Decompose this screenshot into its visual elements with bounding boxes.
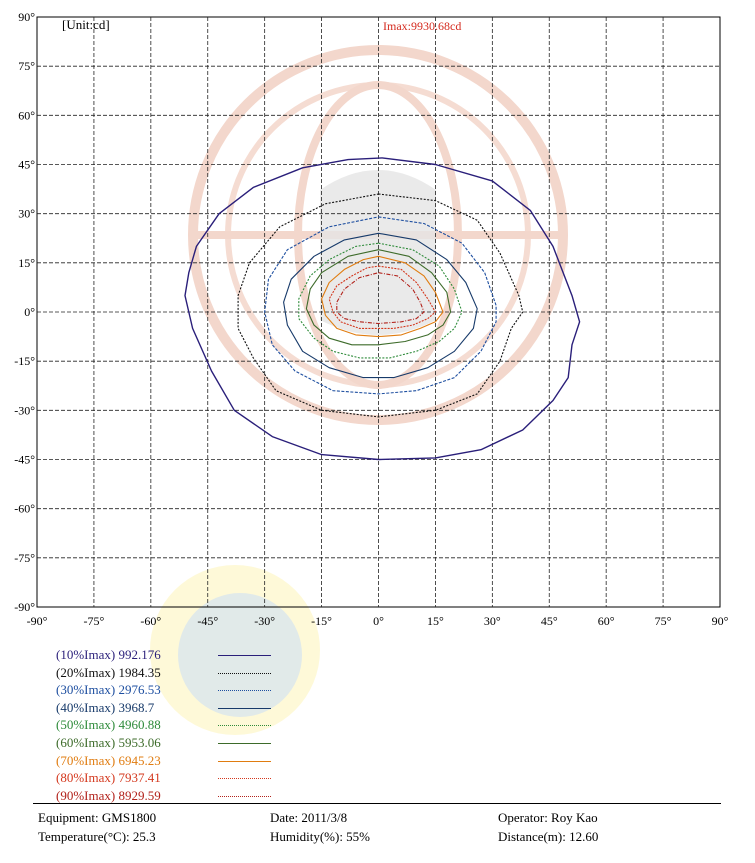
legend-entry: (70%Imax) 6945.23 [56, 753, 161, 769]
legend-level: (30%Imax) [56, 682, 116, 698]
legend-entry: (80%Imax) 7937.41 [56, 770, 161, 786]
y-tick-label: 60° [18, 108, 35, 122]
unit-label: [Unit:cd] [62, 17, 110, 32]
y-tick-label: 90° [18, 10, 35, 24]
equipment-label: Equipment: GMS1800 [38, 810, 157, 825]
chart-grid [36, 16, 721, 608]
legend-level: (80%Imax) [56, 770, 116, 786]
legend-value: 5953.06 [115, 735, 161, 750]
legend-value: 992.176 [115, 647, 161, 662]
legend-entry: (30%Imax) 2976.53 [56, 682, 161, 698]
imax-label: Imax:9930.68cd [383, 19, 462, 33]
contour-line [264, 216, 497, 395]
legend-value: 4960.88 [115, 717, 161, 733]
x-tick-label: 90° [712, 614, 729, 628]
contour-line [237, 193, 524, 418]
legend-swatch [218, 655, 271, 656]
y-tick-label: -15° [14, 354, 35, 368]
contour-line [305, 249, 452, 346]
legend-swatch [218, 725, 271, 727]
x-tick-label: 0° [373, 614, 384, 628]
humidity-label: Humidity(%): 55% [270, 829, 371, 844]
x-tick-label: 15° [427, 614, 444, 628]
x-tick-label: -30° [254, 614, 275, 628]
legend-swatch [218, 760, 271, 762]
legend-value: 6945.23 [115, 752, 161, 768]
x-tick-label: 60° [598, 614, 615, 628]
legend-entry: (10%Imax) 992.176 [56, 647, 161, 663]
x-tick-label: 30° [484, 614, 501, 628]
temperature-label: Temperature(°C): 25.3 [38, 829, 156, 844]
legend-value: 1984.35 [115, 664, 161, 680]
legend-entry: (20%Imax) 1984.35 [56, 665, 161, 681]
legend-swatch [218, 743, 271, 744]
x-tick-label: -90° [27, 614, 48, 628]
legend-level: (20%Imax) [56, 664, 116, 680]
y-tick-label: 15° [18, 256, 35, 270]
footer-divider [33, 803, 721, 804]
x-tick-label: 75° [655, 614, 672, 628]
x-tick-label: -60° [140, 614, 161, 628]
x-tick-label: 45° [541, 614, 558, 628]
legend-level: (90%Imax) [56, 787, 116, 803]
legend-swatch [218, 672, 271, 674]
legend-value: 7937.41 [115, 770, 161, 786]
x-tick-label: -45° [197, 614, 218, 628]
y-tick-label: -60° [14, 502, 35, 516]
contour-line [336, 272, 425, 325]
y-tick-label: 75° [18, 59, 35, 73]
legend-level: (10%Imax) [56, 647, 116, 662]
operator-label: Operator: Roy Kao [498, 810, 598, 825]
contour-line [321, 255, 444, 338]
legend-level: (50%Imax) [56, 717, 116, 733]
distance-label: Distance(m): 12.60 [498, 829, 599, 844]
legend-value: 3968.7 [115, 699, 155, 715]
y-tick-label: -90° [14, 600, 35, 614]
legend-entry: (60%Imax) 5953.06 [56, 735, 161, 751]
contour-line [298, 242, 463, 359]
contour-lines [184, 157, 581, 461]
contour-line [328, 265, 436, 329]
y-tick-label: -30° [14, 403, 35, 417]
legend-swatch [218, 795, 271, 797]
legend-level: (40%Imax) [56, 699, 116, 715]
axis-ticks: -90° -75° -60° -45° -30° -15° 0° 15° 30° 45° 60° 75… [14, 10, 728, 628]
legend-entry: (90%Imax) 8929.59 [56, 788, 161, 804]
y-tick-label: 45° [18, 158, 35, 172]
legend-value: 2976.53 [115, 682, 161, 698]
legend-swatch [218, 707, 271, 709]
legend-level: (70%Imax) [56, 752, 116, 768]
legend-level: (60%Imax) [56, 735, 116, 750]
y-tick-label: 0° [24, 305, 35, 319]
y-tick-label: -45° [14, 453, 35, 467]
legend-entry: (50%Imax) 4960.88 [56, 717, 161, 733]
legend-swatch [218, 778, 271, 780]
contour-line [184, 157, 581, 461]
date-label: Date: 2011/3/8 [270, 810, 348, 825]
x-tick-label: -15° [311, 614, 332, 628]
x-tick-label: -75° [84, 614, 105, 628]
y-tick-label: 30° [18, 207, 35, 221]
legend-value: 8929.59 [115, 787, 161, 803]
y-tick-label: -75° [14, 551, 35, 565]
contour-line [283, 232, 478, 379]
legend-entry: (40%Imax) 3968.7 [56, 700, 154, 716]
legend-swatch [218, 690, 271, 692]
